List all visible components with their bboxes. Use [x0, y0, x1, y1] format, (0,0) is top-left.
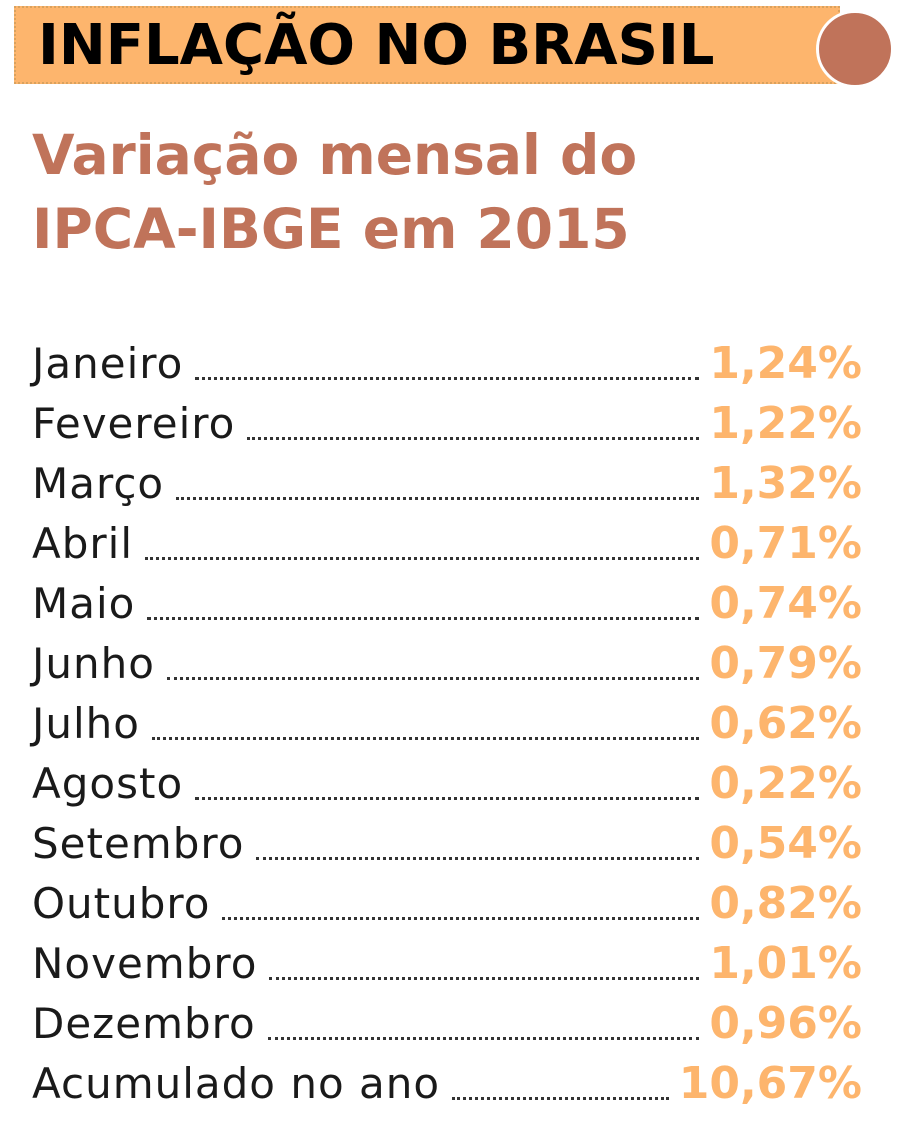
- row-value: 0,54%: [709, 818, 862, 869]
- row-value: 0,79%: [709, 638, 862, 689]
- row-value: 1,22%: [709, 398, 862, 449]
- row-label: Setembro: [32, 819, 245, 868]
- table-row: Fevereiro 1,22%: [32, 392, 862, 452]
- subtitle-line-1: Variação mensal do: [32, 123, 638, 187]
- row-value: 10,67%: [678, 1058, 862, 1109]
- row-value: 0,71%: [709, 518, 862, 569]
- page-title: INFLAÇÃO NO BRASIL: [38, 13, 715, 78]
- dot-leader: [195, 797, 700, 800]
- dot-leader: [269, 977, 700, 980]
- dot-leader: [195, 377, 700, 380]
- table-row: Agosto 0,22%: [32, 752, 862, 812]
- table-row: Acumulado no ano 10,67%: [32, 1052, 862, 1112]
- table-row: Outubro 0,82%: [32, 872, 862, 932]
- row-label: Dezembro: [32, 999, 256, 1048]
- chart-subtitle: Variação mensal do IPCA-IBGE em 2015: [32, 118, 637, 266]
- dot-leader: [152, 737, 700, 740]
- table-row: Janeiro 1,24%: [32, 332, 862, 392]
- dot-leader: [452, 1097, 669, 1100]
- dot-leader: [247, 437, 700, 440]
- row-label: Agosto: [32, 759, 184, 808]
- row-label: Março: [32, 459, 165, 508]
- table-row: Dezembro 0,96%: [32, 992, 862, 1052]
- row-label: Fevereiro: [32, 399, 236, 448]
- row-value: 0,74%: [709, 578, 862, 629]
- row-label: Acumulado no ano: [32, 1059, 441, 1108]
- dot-leader: [176, 497, 700, 500]
- header-banner: INFLAÇÃO NO BRASIL: [14, 6, 840, 84]
- row-label: Outubro: [32, 879, 211, 928]
- table-row: Junho 0,79%: [32, 632, 862, 692]
- dot-leader: [256, 857, 700, 860]
- dot-leader: [222, 917, 700, 920]
- row-label: Maio: [32, 579, 136, 628]
- row-value: 1,01%: [709, 938, 862, 989]
- dot-leader: [166, 677, 700, 680]
- dot-leader: [145, 557, 700, 560]
- row-value: 0,82%: [709, 878, 862, 929]
- row-value: 0,96%: [709, 998, 862, 1049]
- row-label: Janeiro: [32, 339, 184, 388]
- decorative-circle: [816, 10, 894, 88]
- subtitle-line-2: IPCA-IBGE em 2015: [32, 197, 630, 261]
- table-row: Julho 0,62%: [32, 692, 862, 752]
- row-value: 1,24%: [709, 338, 862, 389]
- table-row: Novembro 1,01%: [32, 932, 862, 992]
- row-label: Abril: [32, 519, 133, 568]
- table-row: Março 1,32%: [32, 452, 862, 512]
- table-row: Setembro 0,54%: [32, 812, 862, 872]
- dot-leader: [147, 617, 700, 620]
- row-label: Julho: [32, 699, 140, 748]
- row-value: 1,32%: [709, 458, 862, 509]
- row-value: 0,22%: [709, 758, 862, 809]
- dot-leader: [267, 1037, 700, 1040]
- table-row: Maio 0,74%: [32, 572, 862, 632]
- row-label: Junho: [32, 639, 155, 688]
- row-label: Novembro: [32, 939, 258, 988]
- row-value: 0,62%: [709, 698, 862, 749]
- table-row: Abril 0,71%: [32, 512, 862, 572]
